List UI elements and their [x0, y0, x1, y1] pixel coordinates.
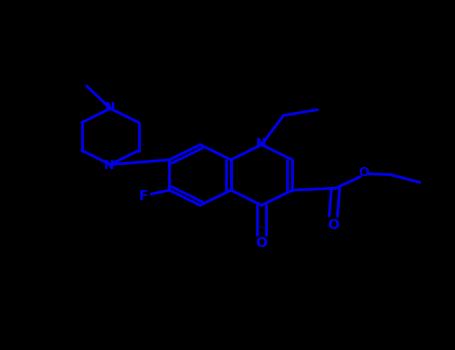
Text: N: N: [104, 159, 115, 172]
Text: O: O: [328, 218, 339, 232]
Text: O: O: [359, 166, 369, 179]
Text: N: N: [256, 138, 266, 150]
Text: O: O: [256, 236, 268, 250]
Text: N: N: [105, 101, 116, 114]
Text: F: F: [138, 189, 148, 203]
